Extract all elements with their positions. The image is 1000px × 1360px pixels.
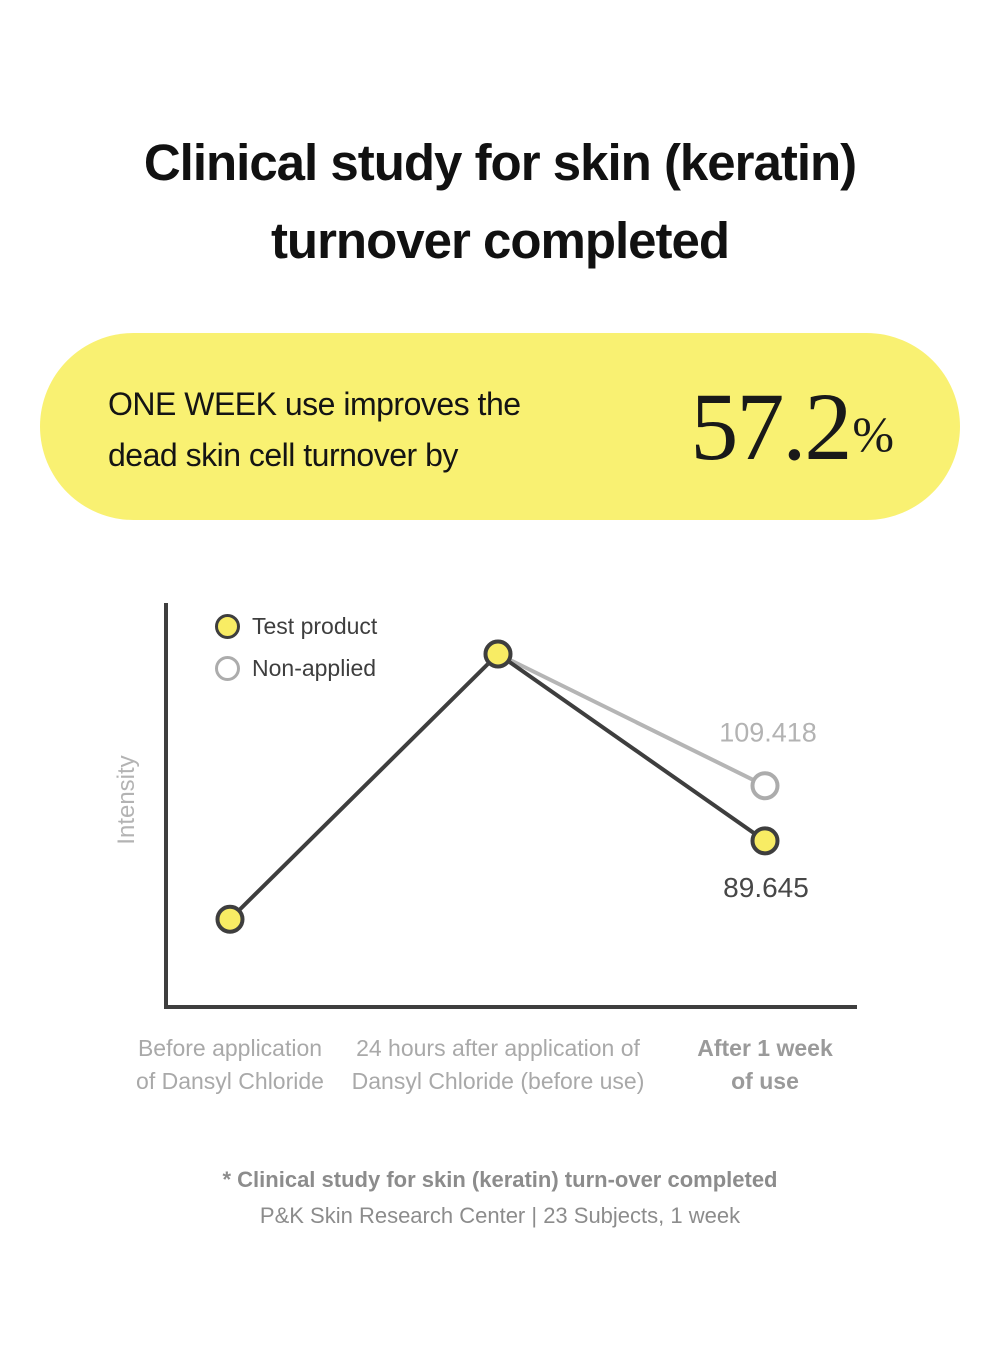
page-title: Clinical study for skin (keratin) turnov… <box>143 134 857 269</box>
non-applied-marker-icon <box>215 656 240 681</box>
footnote-line2: P&K Skin Research Center | 23 Subjects, … <box>259 1203 741 1228</box>
legend-item-non-applied: Non-applied <box>215 655 377 682</box>
stat-value: 57.2 <box>690 373 852 480</box>
footnote-line1: * Clinical study for skin (keratin) turn… <box>222 1167 778 1192</box>
legend-label-test-product: Test product <box>252 613 378 639</box>
highlight-banner: ONE WEEK use improves the dead skin cell… <box>40 333 960 520</box>
test-product-value-label: 89.645 <box>723 872 809 903</box>
non-applied-value-label: 109.418 <box>719 717 817 748</box>
x-tick-label-24-hours-after: 24 hours after application of Dansyl Chl… <box>351 1035 645 1094</box>
x-tick-label-before-application: Before application of Dansyl Chloride <box>136 1035 324 1094</box>
test-product-marker-icon <box>215 614 240 639</box>
chart-legend: Test product Non-applied <box>215 613 377 682</box>
banner-stat: 57.2% <box>690 379 894 475</box>
x-tick-label-after-1-week: After 1 week of use <box>697 1035 833 1094</box>
stat-percent-sign: % <box>852 406 894 462</box>
banner-text: ONE WEEK use improves the dead skin cell… <box>108 386 521 473</box>
footnote: * Clinical study for skin (keratin) turn… <box>0 1162 1000 1234</box>
legend-label-non-applied: Non-applied <box>252 655 377 681</box>
y-axis-label: Intensity <box>113 755 140 845</box>
legend-item-test-product: Test product <box>215 613 377 640</box>
